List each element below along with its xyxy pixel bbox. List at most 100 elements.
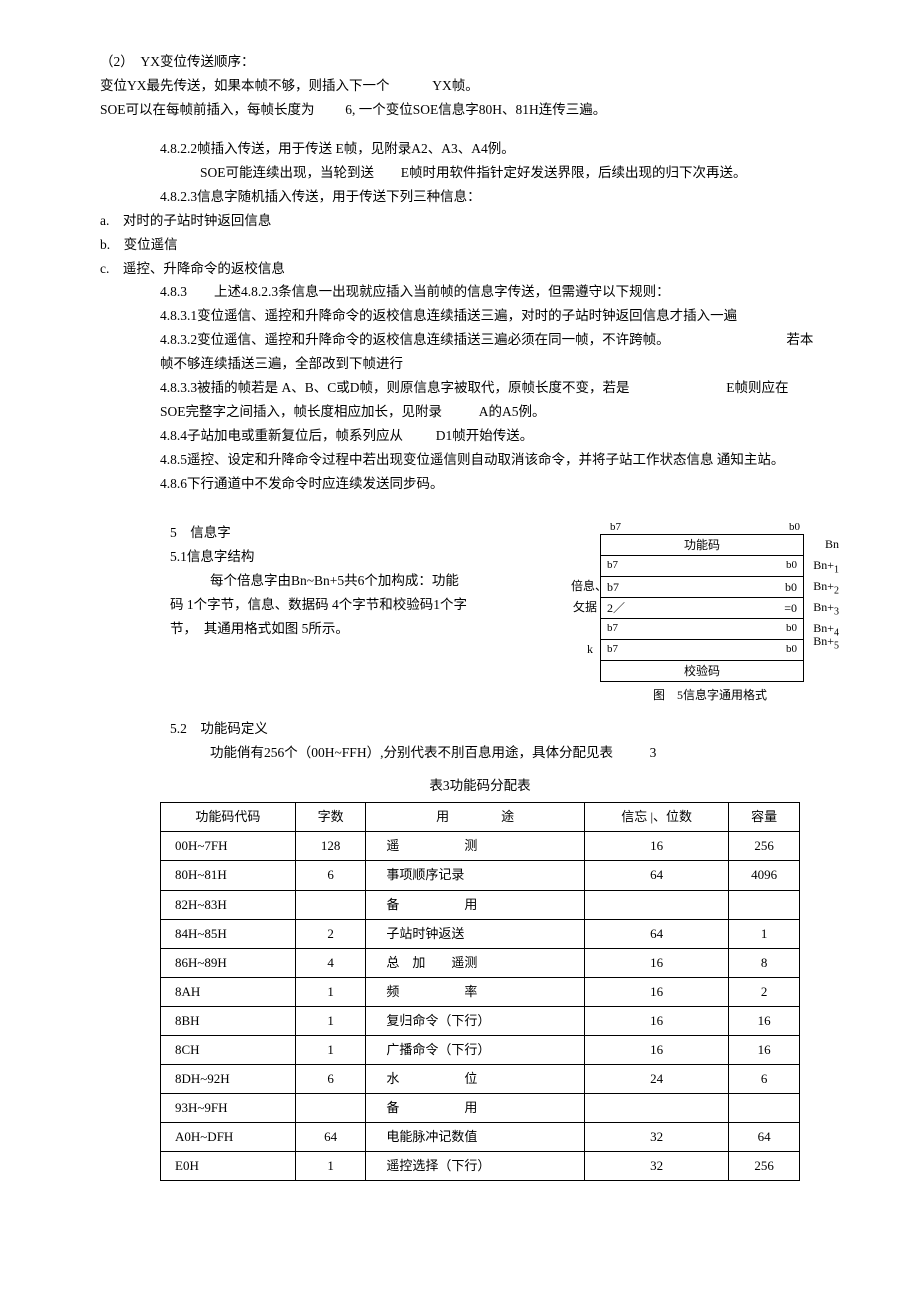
table-cell: 93H~9FH — [161, 1094, 296, 1123]
table-cell: 备 用 — [366, 890, 585, 919]
table-cell: 8AH — [161, 977, 296, 1006]
table-cell: 8BH — [161, 1006, 296, 1035]
s51b2: 码 1个字节，信息、数据码 4个字节和校验码1个字 — [170, 594, 560, 617]
fig-bnp3: Bn+3 — [813, 600, 839, 618]
soe-line-a: SOE可以在每帧前插入，每帧长度为 — [100, 102, 315, 117]
row4-l: 2／ — [601, 601, 702, 615]
fig-caption: 图 5信息字通用格式 — [580, 688, 840, 702]
table-cell: 频 率 — [366, 977, 585, 1006]
table-cell: 总 加 遥测 — [366, 948, 585, 977]
table-cell: 6 — [295, 1065, 366, 1094]
fig-b0-1: b0 — [702, 559, 803, 572]
fig-fn: 功能码 — [601, 538, 803, 552]
sec51-heading: 5.1信息字结构 — [170, 546, 560, 569]
table-cell: 8 — [729, 948, 800, 977]
table-row: A0H~DFH64电能脉冲记数值3264 — [161, 1123, 800, 1152]
item-c: c. 遥控、升降命令的返校信息 — [100, 258, 840, 281]
p5b: E帧时用软件指针定好发送界限，后续出现的归下次再送。 — [401, 165, 747, 180]
item-a: a. 对时的子站时钟返回信息 — [100, 210, 840, 233]
table-cell: 遥 测 — [366, 832, 585, 861]
row5-l: b7 — [601, 622, 702, 635]
table-cell: 128 — [295, 832, 366, 861]
th-count: 字数 — [295, 803, 366, 832]
table-cell: 复归命令（下行） — [366, 1006, 585, 1035]
table-cell: 64 — [295, 1123, 366, 1152]
th-capacity: 容量 — [729, 803, 800, 832]
table-cell: 256 — [729, 832, 800, 861]
table-cell: 00H~7FH — [161, 832, 296, 861]
yx-line1: 变位YX最先传送，如果本帧不够，则插入下一个 YX帧。 — [100, 75, 840, 98]
table-row: 80H~81H6事项顺序记录644096 — [161, 861, 800, 890]
table-cell: 84H~85H — [161, 919, 296, 948]
function-code-table: 功能码代码 字数 用 途 信忘 |、位数 容量 00H~7FH128遥 测162… — [160, 802, 800, 1181]
row3-r: b0 — [702, 580, 803, 594]
table-cell — [584, 890, 728, 919]
s52line: 功能俏有256个（00H~FFH）,分别代表不刖百息用途，具体分配见表 — [210, 745, 613, 760]
sec52-heading: 5.2 功能码定义 — [170, 718, 840, 741]
table-cell: 16 — [584, 977, 728, 1006]
table-cell: 1 — [295, 1036, 366, 1065]
s51b3: 节， 其通用格式如图 5所示。 — [170, 618, 560, 641]
table-cell: 82H~83H — [161, 890, 296, 919]
table-row: 00H~7FH128遥 测16256 — [161, 832, 800, 861]
p484b: D1帧开始传送。 — [436, 428, 534, 443]
fig-bnp5: Bn+5 — [813, 634, 839, 652]
table-cell: 电能脉冲记数值 — [366, 1123, 585, 1152]
p484a: 4.8.4子站加电或重新复位后，帧系列应从 — [160, 428, 403, 443]
table-row: 8BH1复归命令（下行）1616 — [161, 1006, 800, 1035]
table-cell — [295, 890, 366, 919]
fig-k: k — [587, 642, 593, 656]
p4831: 4.8.3.1变位遥信、遥控和升降命令的返校信息连续插送三遍，对时的子站时钟返回… — [160, 305, 840, 328]
item-b: b. 变位遥信 — [100, 234, 840, 257]
table-cell: 256 — [729, 1152, 800, 1181]
table-cell: 6 — [729, 1065, 800, 1094]
table-cell: E0H — [161, 1152, 296, 1181]
row3-l: b7 — [601, 580, 702, 594]
table-cell: 8DH~92H — [161, 1065, 296, 1094]
row4-r: =0 — [702, 601, 803, 615]
table-cell: 24 — [584, 1065, 728, 1094]
fig-b7-1: b7 — [601, 559, 702, 572]
figure-5: b7 b0 功能码 Bn b7 b0 Bn+1 倍息、 b7 b0 Bn+2 — [580, 521, 840, 703]
table-row: E0H1遥控选择（下行）32256 — [161, 1152, 800, 1181]
table-cell: 1 — [295, 1006, 366, 1035]
table-row: 86H~89H4总 加 遥测168 — [161, 948, 800, 977]
th-bits: 信忘 |、位数 — [584, 803, 728, 832]
row6-l: b7 — [601, 643, 702, 656]
s52num: 3 — [616, 742, 656, 765]
table-cell: 32 — [584, 1123, 728, 1152]
table-cell: 16 — [584, 1036, 728, 1065]
p4833a: 4.8.3.3被插的帧若是 A、B、C或D帧，则原信息字被取代，原帧长度不变，若… — [160, 380, 630, 395]
p4832a: 4.8.3.2变位遥信、遥控和升降命令的返校信息连续插送三遍必须在同一帧，不许跨… — [160, 332, 670, 347]
table-cell — [295, 1094, 366, 1123]
s51b1: 每个倍息字由Bn~Bn+5共6个加构成：功能 — [210, 570, 560, 593]
fig-chk: 校验码 — [601, 664, 803, 678]
table-cell: 2 — [295, 919, 366, 948]
fig-b7-top: b7 — [610, 521, 621, 534]
table-cell: 64 — [729, 1123, 800, 1152]
table-cell: 64 — [584, 861, 728, 890]
table-cell: 遥控选择（下行） — [366, 1152, 585, 1181]
table-body: 00H~7FH128遥 测1625680H~81H6事项顺序记录64409682… — [161, 832, 800, 1181]
yx-line1b: YX帧。 — [432, 78, 479, 93]
table3-title: 表3功能码分配表 — [160, 775, 800, 798]
table-cell — [729, 1094, 800, 1123]
fig-bnp1: Bn+1 — [813, 558, 839, 576]
table-cell: 备 用 — [366, 1094, 585, 1123]
soe-line-b: 6, 一个变位SOE信息字80H、81H连传三遍。 — [345, 102, 606, 117]
p483: 4.8.3 上述4.8.2.3条信息一出现就应插入当前帧的信息字传送，但需遵守以… — [160, 281, 840, 304]
p4833d: A的A5例。 — [479, 404, 546, 419]
item-2-heading: （2） YX变位传送顺序： — [100, 51, 840, 74]
p4833c: SOE完整字之间插入，帧长度相应加长，见附录 — [160, 404, 442, 419]
table-cell: 1 — [295, 1152, 366, 1181]
table-cell: 16 — [584, 1006, 728, 1035]
fig-info: 倍息、 — [571, 579, 607, 593]
p4833b: E帧则应在 — [726, 380, 788, 395]
th-code: 功能码代码 — [161, 803, 296, 832]
section5-row: 5 信息字 5.1信息字结构 每个倍息字由Bn~Bn+5共6个加构成：功能 码 … — [100, 521, 840, 703]
table-cell: 86H~89H — [161, 948, 296, 977]
p5a: SOE可能连续出现，当轮到送 — [200, 165, 374, 180]
table-cell: 6 — [295, 861, 366, 890]
table-cell: 16 — [584, 948, 728, 977]
p4832c: 帧不够连续插送三遍，全部改到下帧进行 — [160, 353, 840, 376]
